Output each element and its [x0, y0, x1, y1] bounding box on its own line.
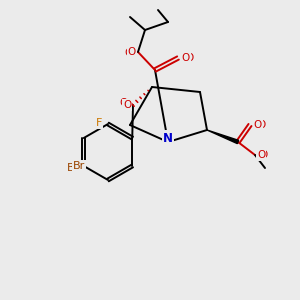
- Text: O: O: [259, 150, 267, 160]
- Text: O: O: [123, 100, 131, 110]
- Text: Br: Br: [73, 161, 85, 171]
- Text: O: O: [120, 98, 128, 108]
- Text: N: N: [163, 131, 173, 145]
- Text: O: O: [254, 120, 262, 130]
- Text: O: O: [185, 53, 193, 63]
- Text: O: O: [257, 150, 265, 160]
- Text: O: O: [257, 120, 265, 130]
- Text: F: F: [94, 117, 100, 127]
- Text: Br: Br: [67, 163, 79, 173]
- Text: F: F: [96, 118, 102, 128]
- Text: O: O: [182, 53, 190, 63]
- Text: O: O: [125, 48, 133, 58]
- Polygon shape: [207, 130, 238, 144]
- Text: O: O: [128, 47, 136, 57]
